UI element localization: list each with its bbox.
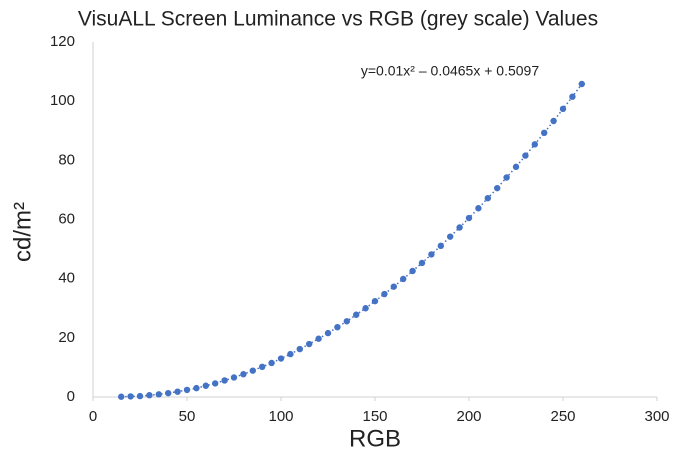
data-point (155, 391, 162, 398)
y-tick-label: 60 (58, 210, 75, 227)
y-tick-label: 20 (58, 329, 75, 346)
data-point (268, 359, 275, 367)
y-axis-label: cd/m² (9, 202, 36, 262)
data-point (409, 267, 416, 275)
data-point (503, 174, 510, 181)
data-point (437, 242, 444, 250)
data-point (541, 129, 548, 137)
data-point (249, 367, 256, 374)
data-point (456, 224, 463, 231)
y-tick-label: 0 (67, 388, 75, 405)
data-point (174, 388, 181, 395)
data-point (296, 345, 303, 353)
data-point (447, 233, 454, 240)
data-point (193, 384, 200, 392)
data-point (494, 184, 501, 192)
x-tick-label: 150 (362, 408, 387, 425)
data-point (127, 393, 134, 400)
y-tick-label: 80 (58, 151, 75, 168)
data-point (400, 275, 407, 283)
data-point (315, 335, 322, 342)
data-point (306, 340, 313, 348)
data-point (146, 392, 153, 399)
x-tick-label: 0 (89, 408, 97, 425)
y-tick-label: 120 (50, 33, 75, 50)
data-point (418, 259, 426, 267)
y-tick-label: 40 (58, 270, 75, 287)
data-point (371, 297, 379, 305)
data-point (465, 214, 473, 222)
data-point (512, 163, 520, 171)
x-tick-label: 300 (644, 408, 669, 425)
data-point (165, 389, 172, 397)
x-tick-label: 50 (179, 408, 196, 425)
data-point (287, 350, 294, 358)
data-point (183, 386, 191, 394)
data-point (578, 80, 585, 88)
data-point (118, 393, 125, 400)
data-point (259, 363, 266, 371)
data-point (569, 93, 576, 100)
trendline-equation: y=0.01x² – 0.0465x + 0.5097 (361, 63, 539, 79)
chart-title: VisuALL Screen Luminance vs RGB (grey sc… (78, 8, 598, 31)
trendline (121, 83, 583, 398)
data-point (362, 305, 369, 312)
data-point (343, 318, 350, 325)
data-point (277, 355, 285, 362)
data-point (559, 105, 567, 113)
data-point (353, 311, 360, 318)
data-point (381, 290, 388, 298)
data-point (531, 141, 538, 148)
data-point (221, 377, 228, 384)
x-tick-label: 100 (268, 408, 293, 425)
data-point (240, 371, 247, 378)
x-tick-label: 200 (456, 408, 481, 425)
data-point (428, 251, 435, 258)
x-tick-label: 250 (550, 408, 575, 425)
data-point (230, 374, 238, 381)
data-point (475, 205, 482, 212)
data-point (212, 380, 219, 387)
data-point (522, 152, 529, 159)
data-point (136, 392, 144, 400)
data-point (202, 382, 209, 389)
data-point (390, 283, 397, 290)
x-axis-label: RGB (349, 425, 401, 452)
y-tick-label: 100 (50, 92, 75, 109)
data-point (324, 329, 332, 337)
data-point (484, 195, 491, 202)
data-point (550, 117, 557, 125)
data-point (334, 323, 341, 331)
